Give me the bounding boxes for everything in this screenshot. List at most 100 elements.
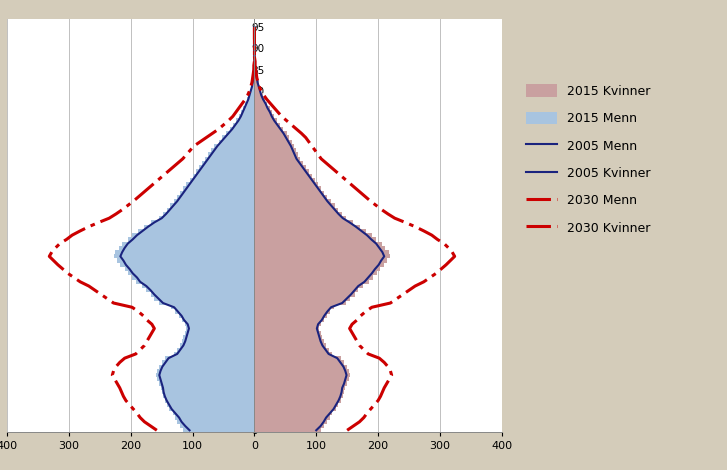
Bar [254,411,332,415]
Bar [254,199,331,204]
Bar [254,347,329,352]
Bar [254,169,309,173]
Bar [254,76,257,80]
Bar [254,301,346,305]
Bar [254,318,324,322]
Bar [163,212,254,216]
Bar [254,63,256,68]
Bar [233,123,254,127]
Bar [138,229,254,233]
Bar [254,110,273,114]
Bar [128,271,254,275]
Bar [158,365,254,369]
Bar [254,72,257,76]
Bar [174,199,254,204]
Bar [162,390,254,394]
Bar [254,165,306,169]
Bar [254,246,385,250]
Bar [254,89,261,93]
Bar [128,237,254,242]
Bar [254,242,382,246]
Bar [254,313,326,318]
Bar [254,330,321,335]
Bar [254,373,350,377]
Bar [249,93,254,97]
Bar [254,93,263,97]
Bar [170,204,254,208]
Bar [254,284,363,288]
Bar [185,330,254,335]
Bar [230,127,254,131]
Bar [254,292,355,297]
Bar [254,267,380,271]
Bar [254,127,284,131]
Bar [250,89,254,93]
Bar [254,144,294,148]
Bar [254,382,348,386]
Bar [254,173,312,178]
Bar [183,335,254,339]
Bar [254,208,339,212]
Bar [161,386,254,390]
Bar [254,280,369,284]
Bar [254,263,385,267]
Bar [254,271,377,275]
Bar [254,326,319,330]
Bar [239,114,254,118]
Bar [190,178,254,182]
Bar [254,204,335,208]
Bar [254,220,353,225]
Bar [171,305,254,309]
Bar [180,343,254,347]
Bar [254,161,302,165]
Bar [187,326,254,330]
Bar [173,411,254,415]
Bar [254,254,390,258]
Bar [254,428,321,432]
Bar [158,216,254,220]
Bar [166,208,254,212]
Bar [175,415,254,420]
Bar [254,191,324,195]
Bar [254,335,323,339]
Bar [183,187,254,191]
Bar [247,97,254,102]
Bar [236,118,254,123]
Bar [146,288,254,292]
Bar [254,187,321,191]
Bar [254,195,327,199]
Bar [182,318,254,322]
Bar [254,288,358,292]
Bar [254,356,341,360]
Bar [252,76,254,80]
Bar [157,377,254,382]
Bar [254,258,387,263]
Bar [254,403,339,407]
Bar [254,140,292,144]
Bar [163,394,254,399]
Bar [254,216,346,220]
Bar [179,313,254,318]
Bar [254,365,348,369]
Bar [202,161,254,165]
Bar [254,420,327,424]
Bar [254,237,376,242]
Bar [254,352,332,356]
Bar [254,360,344,365]
Bar [254,394,343,399]
Bar [199,165,254,169]
Bar [150,292,254,297]
Bar [196,169,254,173]
Bar [136,280,254,284]
Bar [244,106,254,110]
Bar [116,250,254,254]
Bar [254,68,257,72]
Bar [214,144,254,148]
Bar [254,80,259,85]
Bar [254,390,344,394]
Bar [183,428,254,432]
Bar [142,284,254,288]
Bar [254,386,345,390]
Bar [254,250,388,254]
Bar [254,407,336,411]
